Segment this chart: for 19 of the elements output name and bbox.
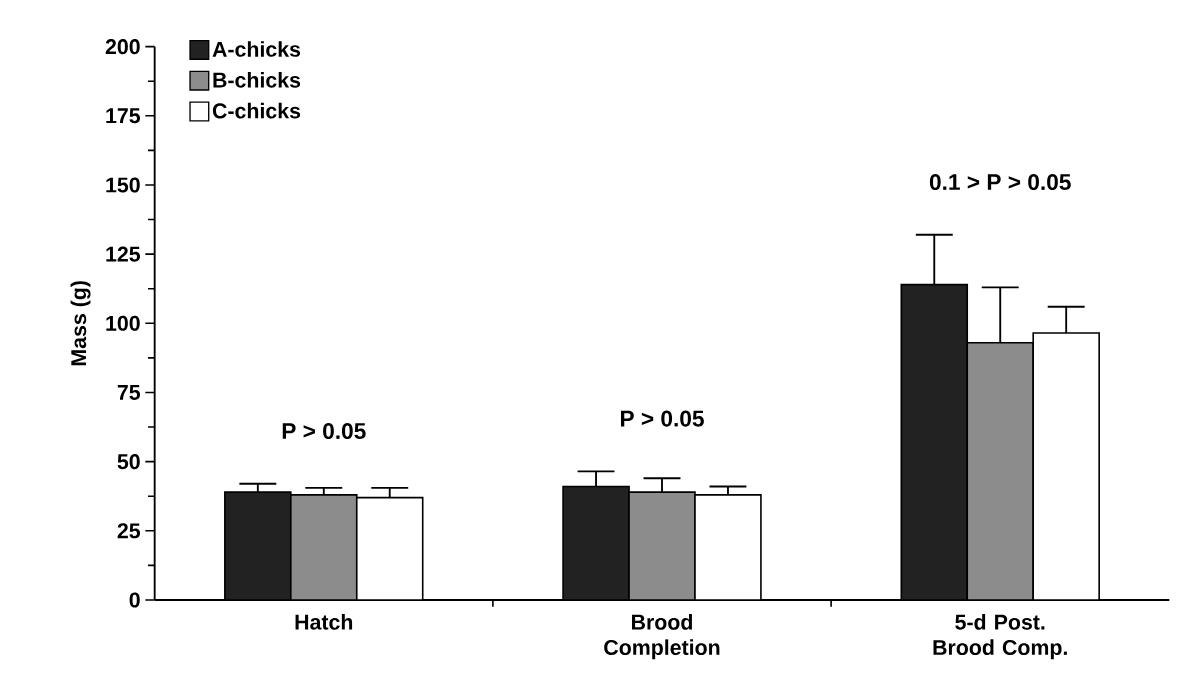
x-tick-label: Brood Completion: [604, 614, 720, 660]
y-tick-label: 100: [106, 315, 140, 331]
y-tick-label: 125: [106, 246, 141, 262]
x-tick-label: Hatch: [295, 614, 353, 630]
annotation: P > 0.05: [282, 423, 366, 440]
legend-label: B-chicks: [213, 71, 301, 88]
annotation: P > 0.05: [621, 410, 704, 427]
y-tick-label: 25: [117, 523, 141, 539]
y-tick-label: 175: [106, 108, 141, 124]
y-tick-label: 150: [106, 177, 140, 193]
y-tick-label: 200: [105, 39, 140, 55]
x-tick-label: 5-d Post. Brood Comp.: [933, 614, 1067, 660]
y-tick-label: 50: [117, 454, 140, 470]
annotation: 0.1 > P > 0.05: [929, 174, 1071, 191]
y-tick-label: 75: [117, 385, 141, 400]
legend-label: A-chicks: [212, 41, 301, 57]
y-axis-title: Mass (g): [70, 281, 91, 366]
y-tick-label: 0: [129, 592, 140, 608]
legend-label: C-chicks: [212, 102, 301, 119]
